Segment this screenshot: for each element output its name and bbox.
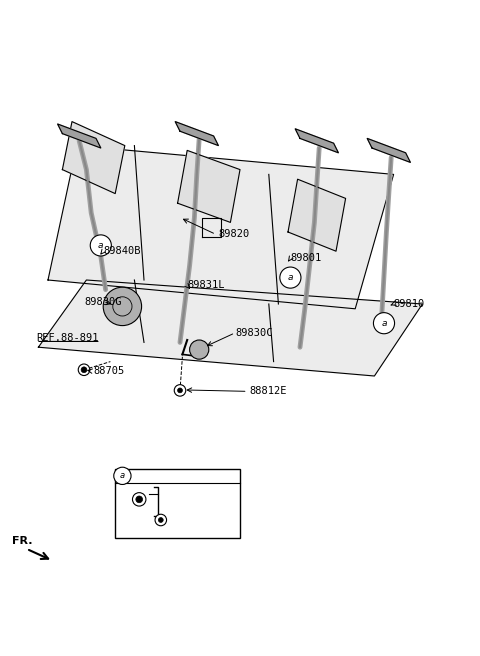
Text: 88812E: 88812E: [250, 386, 287, 396]
Circle shape: [158, 518, 163, 522]
Polygon shape: [62, 121, 125, 194]
Text: a: a: [98, 241, 104, 250]
Circle shape: [190, 340, 209, 359]
Circle shape: [78, 364, 90, 375]
Text: 89820: 89820: [218, 230, 250, 239]
Text: REF.88-891: REF.88-891: [36, 333, 98, 342]
Text: a: a: [381, 319, 387, 328]
Circle shape: [155, 514, 167, 525]
Circle shape: [90, 235, 111, 256]
Text: FR.: FR.: [12, 537, 33, 546]
Text: 88878: 88878: [137, 480, 168, 491]
Polygon shape: [58, 124, 101, 148]
Text: 89830C: 89830C: [235, 328, 273, 338]
Polygon shape: [48, 146, 394, 309]
Polygon shape: [175, 121, 218, 146]
Circle shape: [132, 493, 146, 506]
Circle shape: [373, 313, 395, 334]
Text: 89810: 89810: [394, 299, 425, 309]
Polygon shape: [178, 150, 240, 222]
Circle shape: [114, 467, 131, 485]
Polygon shape: [38, 280, 422, 376]
Polygon shape: [367, 138, 410, 163]
Circle shape: [103, 287, 142, 325]
Circle shape: [178, 388, 182, 393]
Text: 89830G: 89830G: [84, 297, 121, 306]
Circle shape: [136, 496, 143, 502]
Circle shape: [280, 267, 301, 288]
Circle shape: [81, 367, 87, 373]
Text: a: a: [120, 472, 125, 480]
Polygon shape: [295, 129, 338, 153]
Text: 89831L: 89831L: [187, 280, 225, 290]
Text: 89801: 89801: [290, 253, 322, 264]
Text: 89840B: 89840B: [103, 246, 141, 256]
Text: a: a: [288, 273, 293, 282]
Circle shape: [174, 384, 186, 396]
Text: 88877: 88877: [199, 501, 230, 510]
Polygon shape: [288, 179, 346, 251]
Text: 88705: 88705: [94, 366, 125, 376]
FancyBboxPatch shape: [115, 468, 240, 538]
